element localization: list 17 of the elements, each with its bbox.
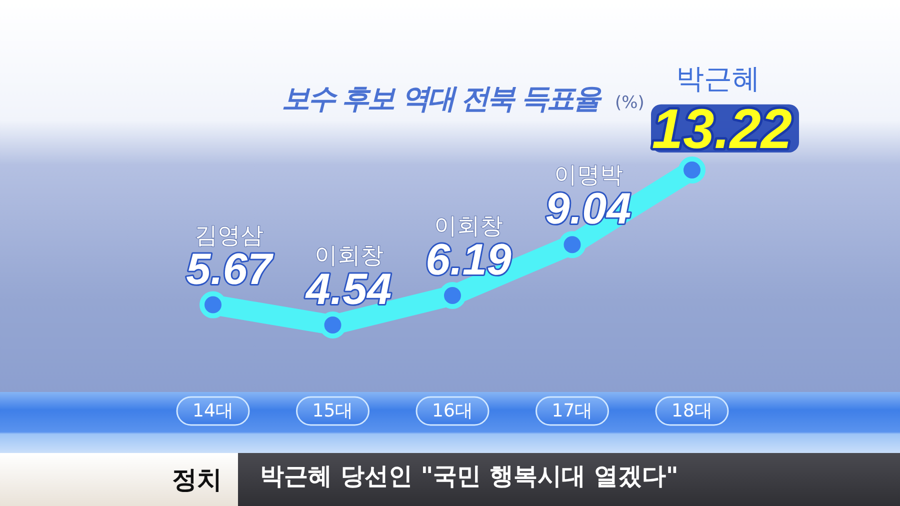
- annotation: 이회창: [314, 242, 384, 269]
- x-tick-label: 15대: [312, 400, 354, 422]
- data-label: 13.22: [652, 97, 792, 160]
- annotation: 박근혜: [676, 62, 760, 95]
- point: [558, 231, 586, 258]
- x-tick-label: 14대: [192, 400, 234, 422]
- annotation: 이명박: [554, 162, 623, 189]
- text: 박근혜 당선인 "국민 행복시대 열겠다": [260, 462, 678, 490]
- annotation: 김영삼: [194, 222, 264, 249]
- x-tick-label: 17대: [552, 400, 593, 422]
- x-tick-label: 18대: [672, 400, 712, 422]
- point: [439, 282, 466, 309]
- chart-title: 보수 후보 역대 전북 득표율: [282, 82, 599, 115]
- y-axis-title: (%): [615, 93, 644, 113]
- text: 정치: [172, 465, 222, 494]
- point: [678, 156, 706, 184]
- x-tick-label: 16대: [432, 400, 473, 422]
